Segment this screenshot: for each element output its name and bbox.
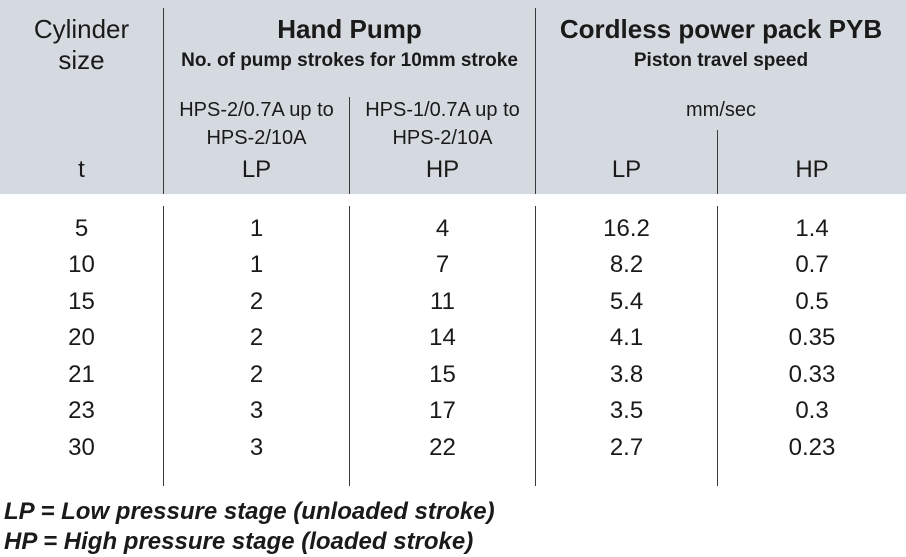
legend-hp: HP = High pressure stage (loaded stroke) (4, 528, 474, 555)
cell-hand-hp: 22 (429, 434, 456, 461)
cell-hand-lp: 1 (249, 215, 264, 242)
header-cylinder-unit: t (78, 156, 85, 183)
header-divider-2 (349, 97, 350, 194)
body-divider-1 (163, 206, 164, 486)
cell-power-hp: 0.5 (795, 288, 829, 315)
cell-size: 10 (68, 251, 95, 278)
cell-power-hp: 0.33 (788, 361, 836, 388)
header-hand-lp-model-line1: HPS-2/0.7A up to (179, 99, 334, 121)
header-hand-lp-model-line2: HPS-2/10A (206, 127, 307, 149)
cell-power-hp: 1.4 (795, 215, 829, 242)
cell-hand-lp: 2 (249, 288, 264, 315)
cell-hand-hp: 17 (429, 397, 456, 424)
cell-hand-lp: 2 (249, 324, 264, 351)
cell-hand-hp: 4 (435, 215, 450, 242)
header-power-hp-label: HP (795, 156, 829, 183)
cell-size: 20 (68, 324, 95, 351)
cell-size: 21 (68, 361, 95, 388)
header-hand-pump-subtitle: No. of pump strokes for 10mm stroke (181, 50, 518, 71)
cell-power-lp: 8.2 (609, 251, 644, 278)
cell-hand-hp: 14 (429, 324, 456, 351)
header-cylinder-line1: Cylinder (33, 14, 130, 44)
body-divider-4 (717, 206, 718, 486)
cell-hand-lp: 2 (249, 361, 264, 388)
cell-hand-hp: 15 (429, 361, 456, 388)
cell-power-hp: 0.7 (795, 251, 829, 278)
cell-power-hp: 0.23 (788, 434, 836, 461)
header-cylinder-line2: size (58, 45, 105, 75)
cell-hand-hp: 7 (435, 251, 450, 278)
header-hand-lp-label: LP (241, 156, 272, 183)
header-divider-1 (163, 8, 164, 194)
table-header-background (0, 0, 906, 194)
header-divider-3 (535, 8, 536, 194)
header-hand-hp-label: HP (425, 156, 460, 183)
header-power-pack-title: Cordless power pack PYB (559, 14, 883, 44)
cell-power-lp: 5.4 (609, 288, 644, 315)
legend-lp: LP = Low pressure stage (unloaded stroke… (4, 498, 495, 525)
cell-power-lp: 16.2 (603, 215, 650, 242)
cell-size: 15 (68, 288, 95, 315)
header-hand-hp-model-line2: HPS-2/10A (392, 127, 493, 149)
cell-size: 5 (74, 215, 89, 242)
body-divider-2 (349, 206, 350, 486)
cell-hand-lp: 3 (249, 434, 264, 461)
cell-size: 23 (68, 397, 95, 424)
header-power-pack-subtitle: Piston travel speed (633, 50, 809, 71)
header-divider-4 (717, 130, 718, 194)
cell-power-hp: 0.35 (788, 324, 836, 351)
body-divider-3 (535, 206, 536, 486)
header-hand-pump-title: Hand Pump (277, 14, 422, 44)
header-power-unit: mm/sec (686, 99, 756, 121)
header-hand-hp-model-line1: HPS-1/0.7A up to (365, 99, 520, 121)
cell-hand-hp: 11 (430, 288, 455, 315)
cell-hand-lp: 1 (249, 251, 264, 278)
cell-power-lp: 3.8 (609, 361, 644, 388)
cell-power-hp: 0.3 (795, 397, 829, 424)
cell-power-lp: 2.7 (609, 434, 644, 461)
cell-power-lp: 4.1 (609, 324, 644, 351)
header-power-lp-label: LP (611, 156, 642, 183)
cell-hand-lp: 3 (249, 397, 264, 424)
cell-power-lp: 3.5 (609, 397, 644, 424)
cell-size: 30 (68, 434, 95, 461)
